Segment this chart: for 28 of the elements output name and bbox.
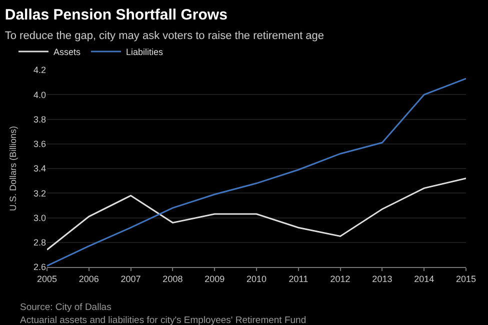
line-series (47, 178, 466, 251)
x-tick-label: 2006 (78, 274, 99, 284)
x-tick-label: 2007 (120, 274, 141, 284)
y-tick-label: 2.8 (33, 238, 46, 248)
source-note: Source: City of Dallas (20, 302, 112, 313)
legend-label: Liabilities (126, 47, 164, 58)
y-axis-title: U.S. Dollars (Billions) (8, 126, 18, 212)
y-tick-label: 3.8 (33, 114, 46, 124)
x-tick-label: 2011 (288, 274, 308, 284)
x-tick-label: 2008 (162, 274, 183, 284)
x-tick-label: 2014 (414, 274, 434, 284)
x-tick-label: 2013 (372, 274, 392, 284)
y-tick-label: 3.0 (33, 212, 46, 223)
y-tick-label: 2.6 (33, 262, 46, 272)
x-tick-label: 2012 (330, 274, 350, 284)
y-tick-label: 3.6 (33, 139, 46, 150)
x-tick-label: 2010 (246, 274, 267, 284)
text: Actuarial assets and liabilities for city's Employees' Retirement Fund (20, 315, 306, 325)
y-tick-label: 3.4 (33, 164, 46, 174)
y-tick-label: 3.2 (33, 188, 46, 198)
y-tick-label: 4.0 (33, 90, 46, 100)
chart-title: Dallas Pension Shortfall Grows (4, 6, 228, 24)
legend-label: Assets (53, 47, 81, 58)
y-tick-label: 4.2 (33, 65, 46, 76)
x-tick-label: 2005 (36, 274, 58, 284)
chart-subtitle: To reduce the gap, city may ask voters to raise the retirement age (4, 30, 324, 42)
x-tick-label: 2009 (204, 274, 225, 284)
x-tick-label: 2015 (456, 274, 476, 284)
